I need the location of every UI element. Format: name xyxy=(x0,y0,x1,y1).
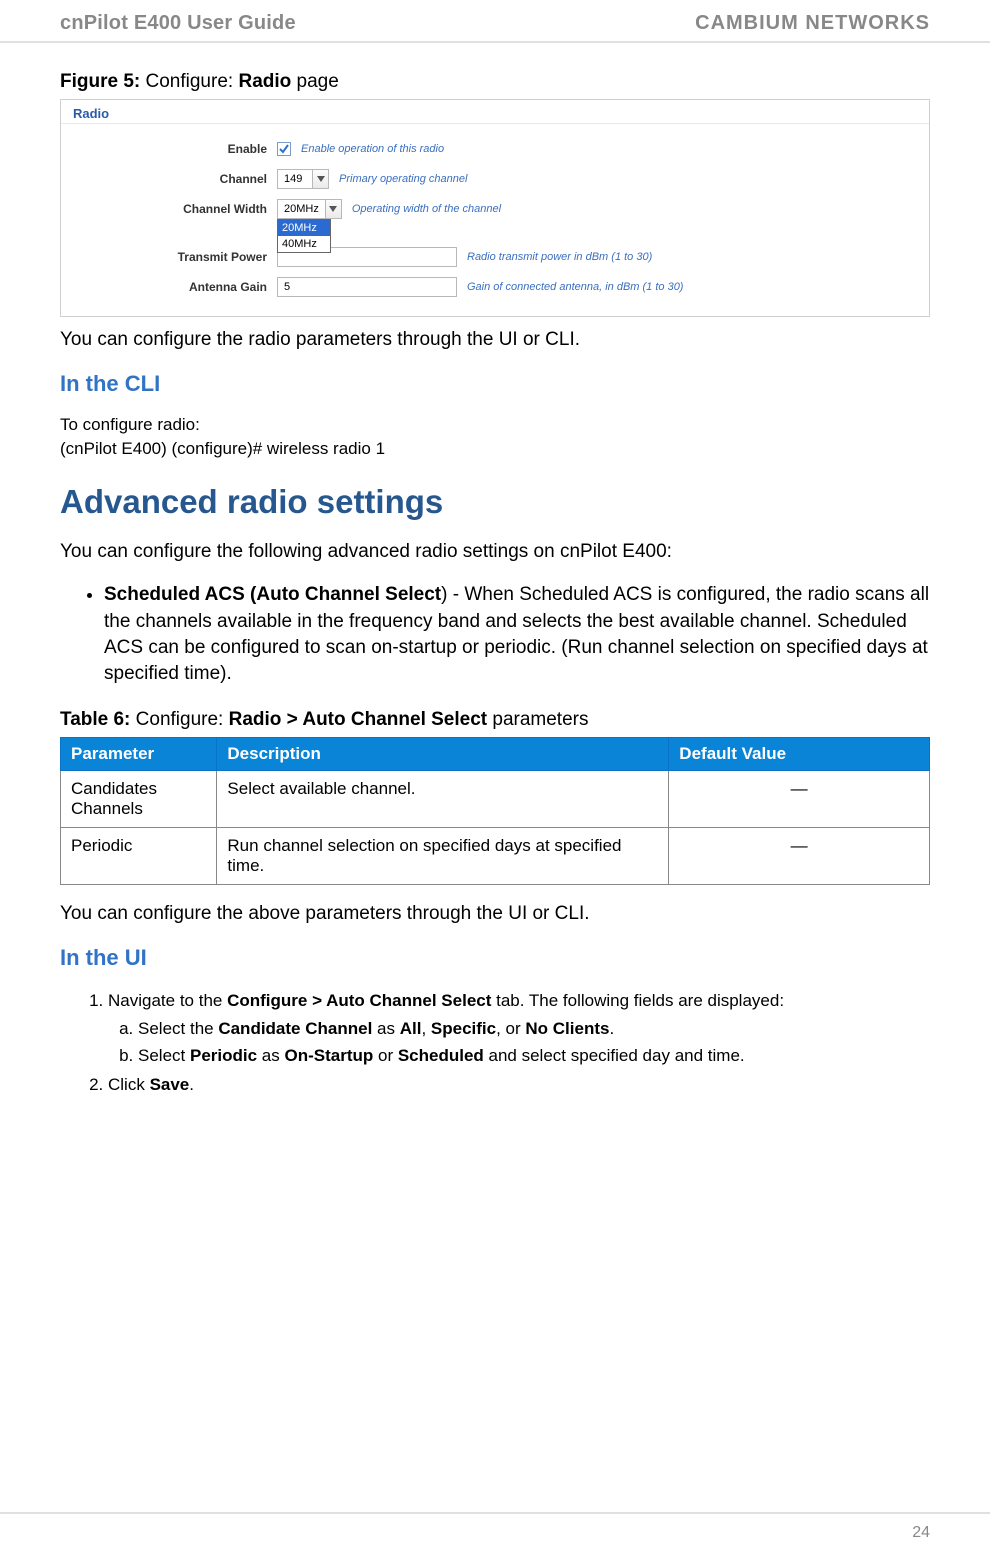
figure-tail: page xyxy=(291,71,339,92)
width-options: 20MHz 40MHz xyxy=(277,219,331,253)
header-separator xyxy=(0,41,990,43)
step-2: Click Save. xyxy=(108,1073,930,1098)
figure-caption: Figure 5: Configure: Radio page xyxy=(60,71,930,93)
channel-value: 149 xyxy=(278,173,312,185)
heading-advanced: Advanced radio settings xyxy=(60,483,930,521)
table-row: Periodic Run channel selection on specif… xyxy=(61,828,930,885)
ui-steps: Navigate to the Configure > Auto Channel… xyxy=(60,989,930,1098)
hint-channel: Primary operating channel xyxy=(339,173,467,185)
table-sub: Radio > Auto Channel Select xyxy=(229,709,487,730)
width-option-20[interactable]: 20MHz xyxy=(278,220,330,236)
bullet-bold: Scheduled ACS (Auto Channel Select xyxy=(104,584,441,605)
header-right: CAMBIUM NETWORKS xyxy=(695,12,930,35)
channel-select[interactable]: 149 xyxy=(277,169,329,189)
row-enable: Enable Enable operation of this radio xyxy=(61,134,929,164)
table-label: Table 6: xyxy=(60,709,130,730)
step1-pre: Navigate to the xyxy=(108,991,227,1010)
width-select[interactable]: 20MHz xyxy=(277,199,342,219)
step-1b: Select Periodic as On-Startup or Schedul… xyxy=(138,1044,930,1069)
label-width: Channel Width xyxy=(61,202,277,216)
row-channel: Channel 149 Primary operating channel xyxy=(61,164,929,194)
screenshot-title: Radio xyxy=(61,100,929,124)
cell-default: — xyxy=(669,771,930,828)
hint-power: Radio transmit power in dBm (1 to 30) xyxy=(467,251,652,263)
step-1: Navigate to the Configure > Auto Channel… xyxy=(108,989,930,1069)
param-table: Parameter Description Default Value Cand… xyxy=(60,737,930,885)
table-row: Candidates Channels Select available cha… xyxy=(61,771,930,828)
th-parameter: Parameter xyxy=(61,738,217,771)
hint-gain: Gain of connected antenna, in dBm (1 to … xyxy=(467,281,683,293)
cell-param: Candidates Channels xyxy=(61,771,217,828)
paragraph-advanced: You can configure the following advanced… xyxy=(60,539,930,565)
chevron-down-icon xyxy=(312,170,328,188)
header-left: cnPilot E400 User Guide xyxy=(60,12,296,35)
figure-label: Figure 5: xyxy=(60,71,140,92)
label-power: Transmit Power xyxy=(61,250,277,264)
label-channel: Channel xyxy=(61,172,277,186)
step1-post: tab. The following fields are displayed: xyxy=(491,991,784,1010)
row-gain: Antenna Gain 5 Gain of connected antenna… xyxy=(61,272,929,302)
step1-bold: Configure > Auto Channel Select xyxy=(227,991,491,1010)
row-power: Transmit Power Radio transmit power in d… xyxy=(61,242,929,272)
heading-ui: In the UI xyxy=(60,945,930,971)
heading-cli: In the CLI xyxy=(60,371,930,397)
bullet-acs: Scheduled ACS (Auto Channel Select) - Wh… xyxy=(104,582,930,687)
radio-screenshot: Radio Enable Enable operation of this ra… xyxy=(60,99,930,317)
bullet-list: Scheduled ACS (Auto Channel Select) - Wh… xyxy=(60,582,930,687)
enable-checkbox[interactable] xyxy=(277,142,291,156)
page-number: 24 xyxy=(912,1524,930,1542)
row-width: Channel Width 20MHz 20MHz 40MHz Operatin… xyxy=(61,194,929,224)
footer-separator xyxy=(0,1512,990,1514)
figure-mid: Configure: xyxy=(140,71,238,92)
cell-desc: Select available channel. xyxy=(217,771,669,828)
hint-enable: Enable operation of this radio xyxy=(301,143,444,155)
gain-input[interactable]: 5 xyxy=(277,277,457,297)
figure-sub: Radio xyxy=(238,71,291,92)
cell-desc: Run channel selection on specified days … xyxy=(217,828,669,885)
paragraph-after-table: You can configure the above parameters t… xyxy=(60,901,930,927)
hint-width: Operating width of the channel xyxy=(352,203,501,215)
width-option-40[interactable]: 40MHz xyxy=(278,236,330,252)
table-caption: Table 6: Configure: Radio > Auto Channel… xyxy=(60,709,930,731)
label-enable: Enable xyxy=(61,142,277,156)
cell-param: Periodic xyxy=(61,828,217,885)
paragraph-after-figure: You can configure the radio parameters t… xyxy=(60,327,930,353)
table-tail: parameters xyxy=(487,709,588,730)
sub-steps: Select the Candidate Channel as All, Spe… xyxy=(108,1017,930,1068)
cell-default: — xyxy=(669,828,930,885)
cli-line1: To configure radio: xyxy=(60,415,930,435)
label-gain: Antenna Gain xyxy=(61,280,277,294)
cli-line2: (cnPilot E400) (configure)# wireless rad… xyxy=(60,439,930,459)
th-default: Default Value xyxy=(669,738,930,771)
chevron-down-icon xyxy=(325,200,341,218)
table-mid: Configure: xyxy=(130,709,228,730)
width-value: 20MHz xyxy=(278,203,325,215)
step-1a: Select the Candidate Channel as All, Spe… xyxy=(138,1017,930,1042)
th-description: Description xyxy=(217,738,669,771)
